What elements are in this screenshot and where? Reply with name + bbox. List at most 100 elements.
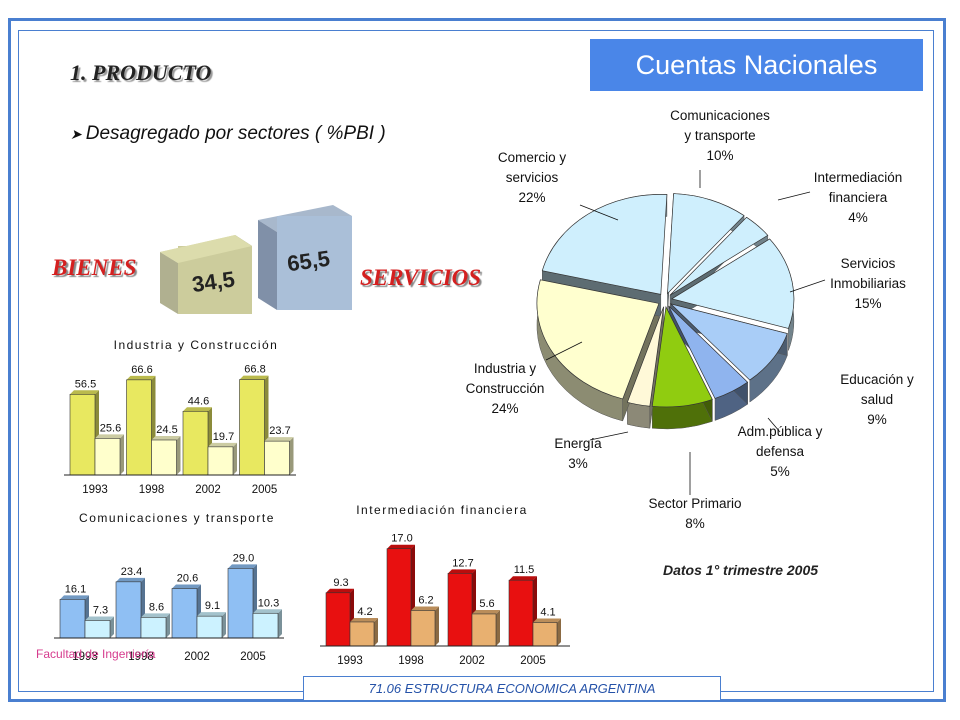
bar: [227, 568, 254, 639]
pie-slice-label-line: Comunicaciones: [670, 108, 770, 123]
bar-top: [448, 569, 476, 574]
bienes-cube-top2: [160, 235, 252, 263]
slide-title: Cuentas Nacionales: [590, 39, 923, 91]
bar-top: [253, 609, 282, 614]
bar: [447, 573, 473, 647]
bar-side: [120, 434, 124, 475]
bar-top: [472, 609, 500, 614]
bar: [182, 410, 209, 476]
bar-side: [435, 606, 439, 646]
bar-top: [326, 588, 354, 593]
bar-top: [387, 544, 415, 549]
bar-value-label: 10.3: [258, 597, 279, 609]
bar-value-label: 66.6: [131, 364, 152, 376]
pie-slice-label-line: Sector Primario: [648, 496, 741, 511]
data-date-note: Datos 1° trimestre 2005: [663, 562, 819, 578]
pie-slice-label: Comercio y servicios 22%: [498, 150, 567, 205]
bar: [196, 615, 223, 639]
pie-slice-label: Energía 3%: [554, 436, 602, 471]
pie-slice-label: Educación y salud 9%: [840, 372, 914, 427]
bar-top: [172, 584, 201, 589]
bar-top: [264, 437, 294, 442]
bar-side: [278, 609, 282, 638]
subtitle: ➤ Desagregado por sectores ( %PBI ): [70, 123, 386, 145]
servicios-label: SERVICIOS: [360, 265, 482, 290]
pie-slice-label-line: salud: [861, 392, 893, 407]
pie-slice-label-line: Intermediación: [814, 170, 903, 185]
bar-value-label: 66.8: [244, 364, 265, 376]
pie-slice-label-line: 5%: [770, 464, 790, 479]
bar-value-label: 24.5: [156, 424, 177, 436]
bar-side: [233, 442, 237, 475]
bar-top: [70, 390, 99, 395]
pie-slice: [671, 238, 795, 329]
pie-slice: [626, 306, 664, 407]
bar-category-label: 2002: [195, 484, 221, 496]
bar-top: [95, 434, 124, 439]
bar: [140, 617, 167, 639]
bar-top: [197, 612, 226, 617]
bar: [59, 599, 86, 639]
bar: [532, 622, 558, 647]
bar: [349, 621, 375, 647]
bar: [410, 610, 436, 647]
pie-slice-label: Servicios Inmobiliarias 15%: [830, 256, 906, 311]
bar-value-label: 44.6: [188, 395, 209, 407]
pie-slice-label-line: servicios: [506, 170, 559, 185]
pie-leader-line: [777, 191, 811, 201]
pie-slice-label: Adm.pública y defensa 5%: [738, 424, 823, 479]
bar-category-label: 1993: [72, 651, 98, 663]
servicios-cube-side-l: [258, 220, 277, 310]
bar: [264, 440, 290, 476]
arrow-bullet-icon: ➤: [70, 126, 82, 142]
bar: [69, 393, 96, 476]
bar-top: [151, 436, 181, 440]
bar-value-label: 6.2: [418, 595, 433, 607]
bar-category-label: 1998: [139, 484, 165, 496]
pie-slice-label: Sector Primario 8%: [648, 496, 741, 531]
course-footer: 71.06 ESTRUCTURA ECONOMICA ARGENTINA: [303, 676, 721, 701]
pie-slice-label-line: Energía: [554, 436, 602, 451]
bar-value-label: 19.7: [213, 431, 234, 443]
pie-leader-line: [545, 341, 583, 361]
pie-slice-label: Industria y Construcción 24%: [466, 361, 545, 416]
bar-side: [110, 616, 114, 638]
bar-chart-title: Intermediación financiera: [356, 503, 528, 517]
bar: [126, 379, 152, 476]
bar-value-label: 56.5: [75, 378, 96, 390]
pie-slice-label-line: y transporte: [684, 128, 755, 143]
pie-leader-line: [767, 417, 781, 433]
bar-value-label: 29.0: [233, 552, 254, 564]
bar-value-label: 23.4: [121, 566, 142, 578]
servicios-value: 65,5: [286, 246, 332, 277]
bienes-cube-front: [160, 252, 178, 314]
bar-top: [60, 595, 89, 600]
pie-leader-line: [579, 204, 619, 221]
bar-category-label: 2005: [520, 655, 546, 667]
bar-value-label: 9.3: [333, 577, 348, 589]
pie-slice: [669, 216, 769, 296]
bar-top: [116, 577, 145, 582]
bar-value-label: 12.7: [452, 557, 473, 569]
pie-slice: [669, 303, 788, 381]
pie-slice-label-line: 10%: [706, 148, 733, 163]
bar-side: [222, 612, 226, 638]
bar-top: [350, 617, 378, 622]
pie-slice-label-line: 3%: [568, 456, 588, 471]
pie-slice: [536, 279, 660, 400]
pie-slice-label-line: 15%: [854, 296, 881, 311]
bar-category-label: 1998: [128, 651, 154, 663]
bar-category-label: 1998: [398, 655, 424, 667]
bar-value-label: 4.1: [540, 607, 555, 619]
bar-top: [183, 407, 212, 412]
bar: [94, 438, 121, 476]
pie-slice-label-line: Construcción: [466, 381, 545, 396]
subtitle-text: Desagregado por sectores ( %PBI ): [85, 123, 386, 144]
bar: [84, 620, 111, 639]
bar-top: [509, 576, 537, 581]
bienes-value: 34,5: [190, 266, 236, 297]
bar-value-label: 8.6: [149, 601, 164, 613]
